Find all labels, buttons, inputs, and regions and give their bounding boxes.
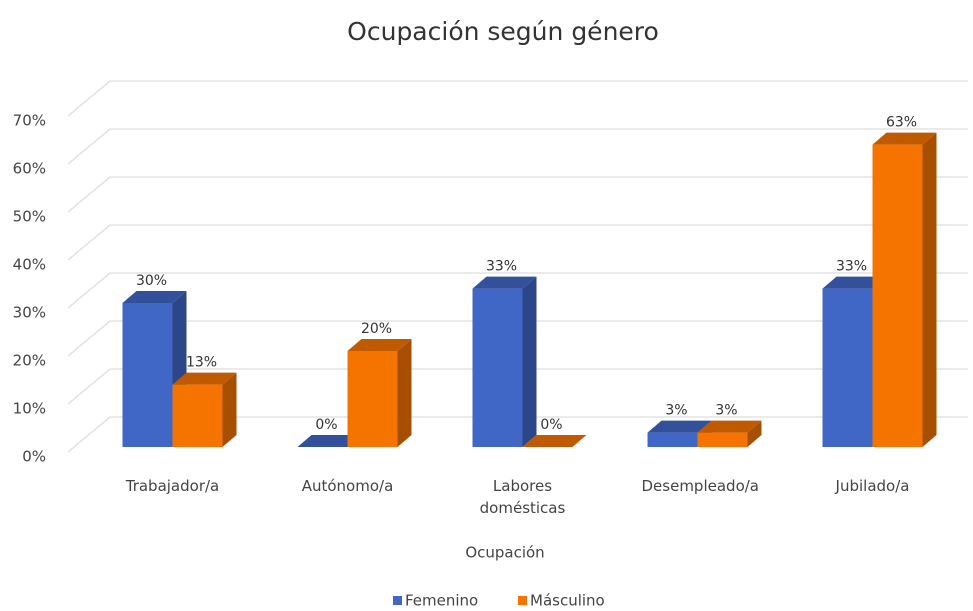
bar-top bbox=[297, 435, 362, 447]
y-tick-label: 70% bbox=[13, 112, 46, 130]
bar bbox=[347, 339, 412, 447]
grid-line bbox=[67, 224, 968, 261]
bar-side bbox=[397, 339, 412, 447]
bar bbox=[522, 435, 587, 447]
legend-swatch bbox=[393, 596, 402, 605]
chart-title: Ocupación según género bbox=[347, 17, 659, 46]
y-tick-label: 60% bbox=[13, 160, 46, 178]
legend-label: Femenino bbox=[405, 592, 478, 610]
x-tick-label: Jubilado/a bbox=[835, 477, 910, 495]
grid-line bbox=[67, 80, 968, 117]
data-label: 30% bbox=[136, 273, 167, 289]
bar bbox=[697, 420, 762, 447]
bar-top bbox=[472, 276, 537, 289]
bar bbox=[472, 276, 537, 447]
grid-line bbox=[67, 176, 968, 213]
bar-top bbox=[872, 132, 937, 145]
data-label: 3% bbox=[715, 403, 737, 419]
bar-front bbox=[172, 384, 223, 447]
bar-front bbox=[872, 144, 923, 447]
y-tick-label: 50% bbox=[13, 208, 46, 226]
bar bbox=[872, 132, 937, 447]
bar-front bbox=[697, 432, 748, 447]
legend-label: Másculino bbox=[530, 592, 605, 610]
y-tick-label: 10% bbox=[13, 400, 46, 418]
bar-front bbox=[472, 288, 523, 447]
legend-swatch bbox=[518, 596, 527, 605]
x-axis-title: Ocupación bbox=[465, 544, 544, 562]
bar-side bbox=[222, 372, 237, 447]
y-tick-label: 0% bbox=[22, 448, 46, 466]
bar-top bbox=[697, 420, 762, 433]
x-tick-label: Desempleado/a bbox=[641, 477, 760, 495]
bar-side bbox=[922, 132, 937, 447]
data-label: 33% bbox=[836, 259, 867, 275]
bar-front bbox=[347, 351, 398, 447]
bar-side bbox=[522, 276, 537, 447]
data-label: 0% bbox=[540, 417, 562, 433]
y-tick-label: 30% bbox=[13, 304, 46, 322]
data-label: 33% bbox=[486, 259, 517, 275]
bar-top bbox=[172, 372, 237, 385]
grid-line bbox=[67, 416, 968, 453]
bar-top bbox=[522, 435, 587, 447]
data-label: 63% bbox=[886, 115, 917, 131]
bar-top bbox=[347, 339, 412, 351]
bar-front bbox=[122, 303, 173, 447]
bar-top bbox=[122, 291, 187, 303]
bar-top bbox=[647, 420, 712, 433]
bar-front bbox=[822, 288, 873, 447]
data-label: 13% bbox=[186, 355, 217, 371]
grid-line bbox=[67, 128, 968, 165]
data-label: 20% bbox=[361, 321, 392, 337]
grid-line bbox=[67, 320, 968, 357]
x-tick-label: Trabajador/a bbox=[125, 477, 220, 495]
y-tick-label: 20% bbox=[13, 352, 46, 370]
bar-side bbox=[747, 420, 762, 447]
x-tick-label: Labores domésticas bbox=[479, 477, 566, 517]
grid-line bbox=[67, 368, 968, 405]
bar bbox=[172, 372, 237, 447]
x-tick-label: Autónomo/a bbox=[301, 477, 394, 495]
bar bbox=[297, 435, 362, 447]
y-tick-label: 40% bbox=[13, 256, 46, 274]
bar-top bbox=[822, 276, 887, 289]
bar-front bbox=[647, 432, 698, 447]
data-label: 3% bbox=[665, 403, 687, 419]
grid-line bbox=[67, 272, 968, 309]
data-label: 0% bbox=[315, 417, 337, 433]
